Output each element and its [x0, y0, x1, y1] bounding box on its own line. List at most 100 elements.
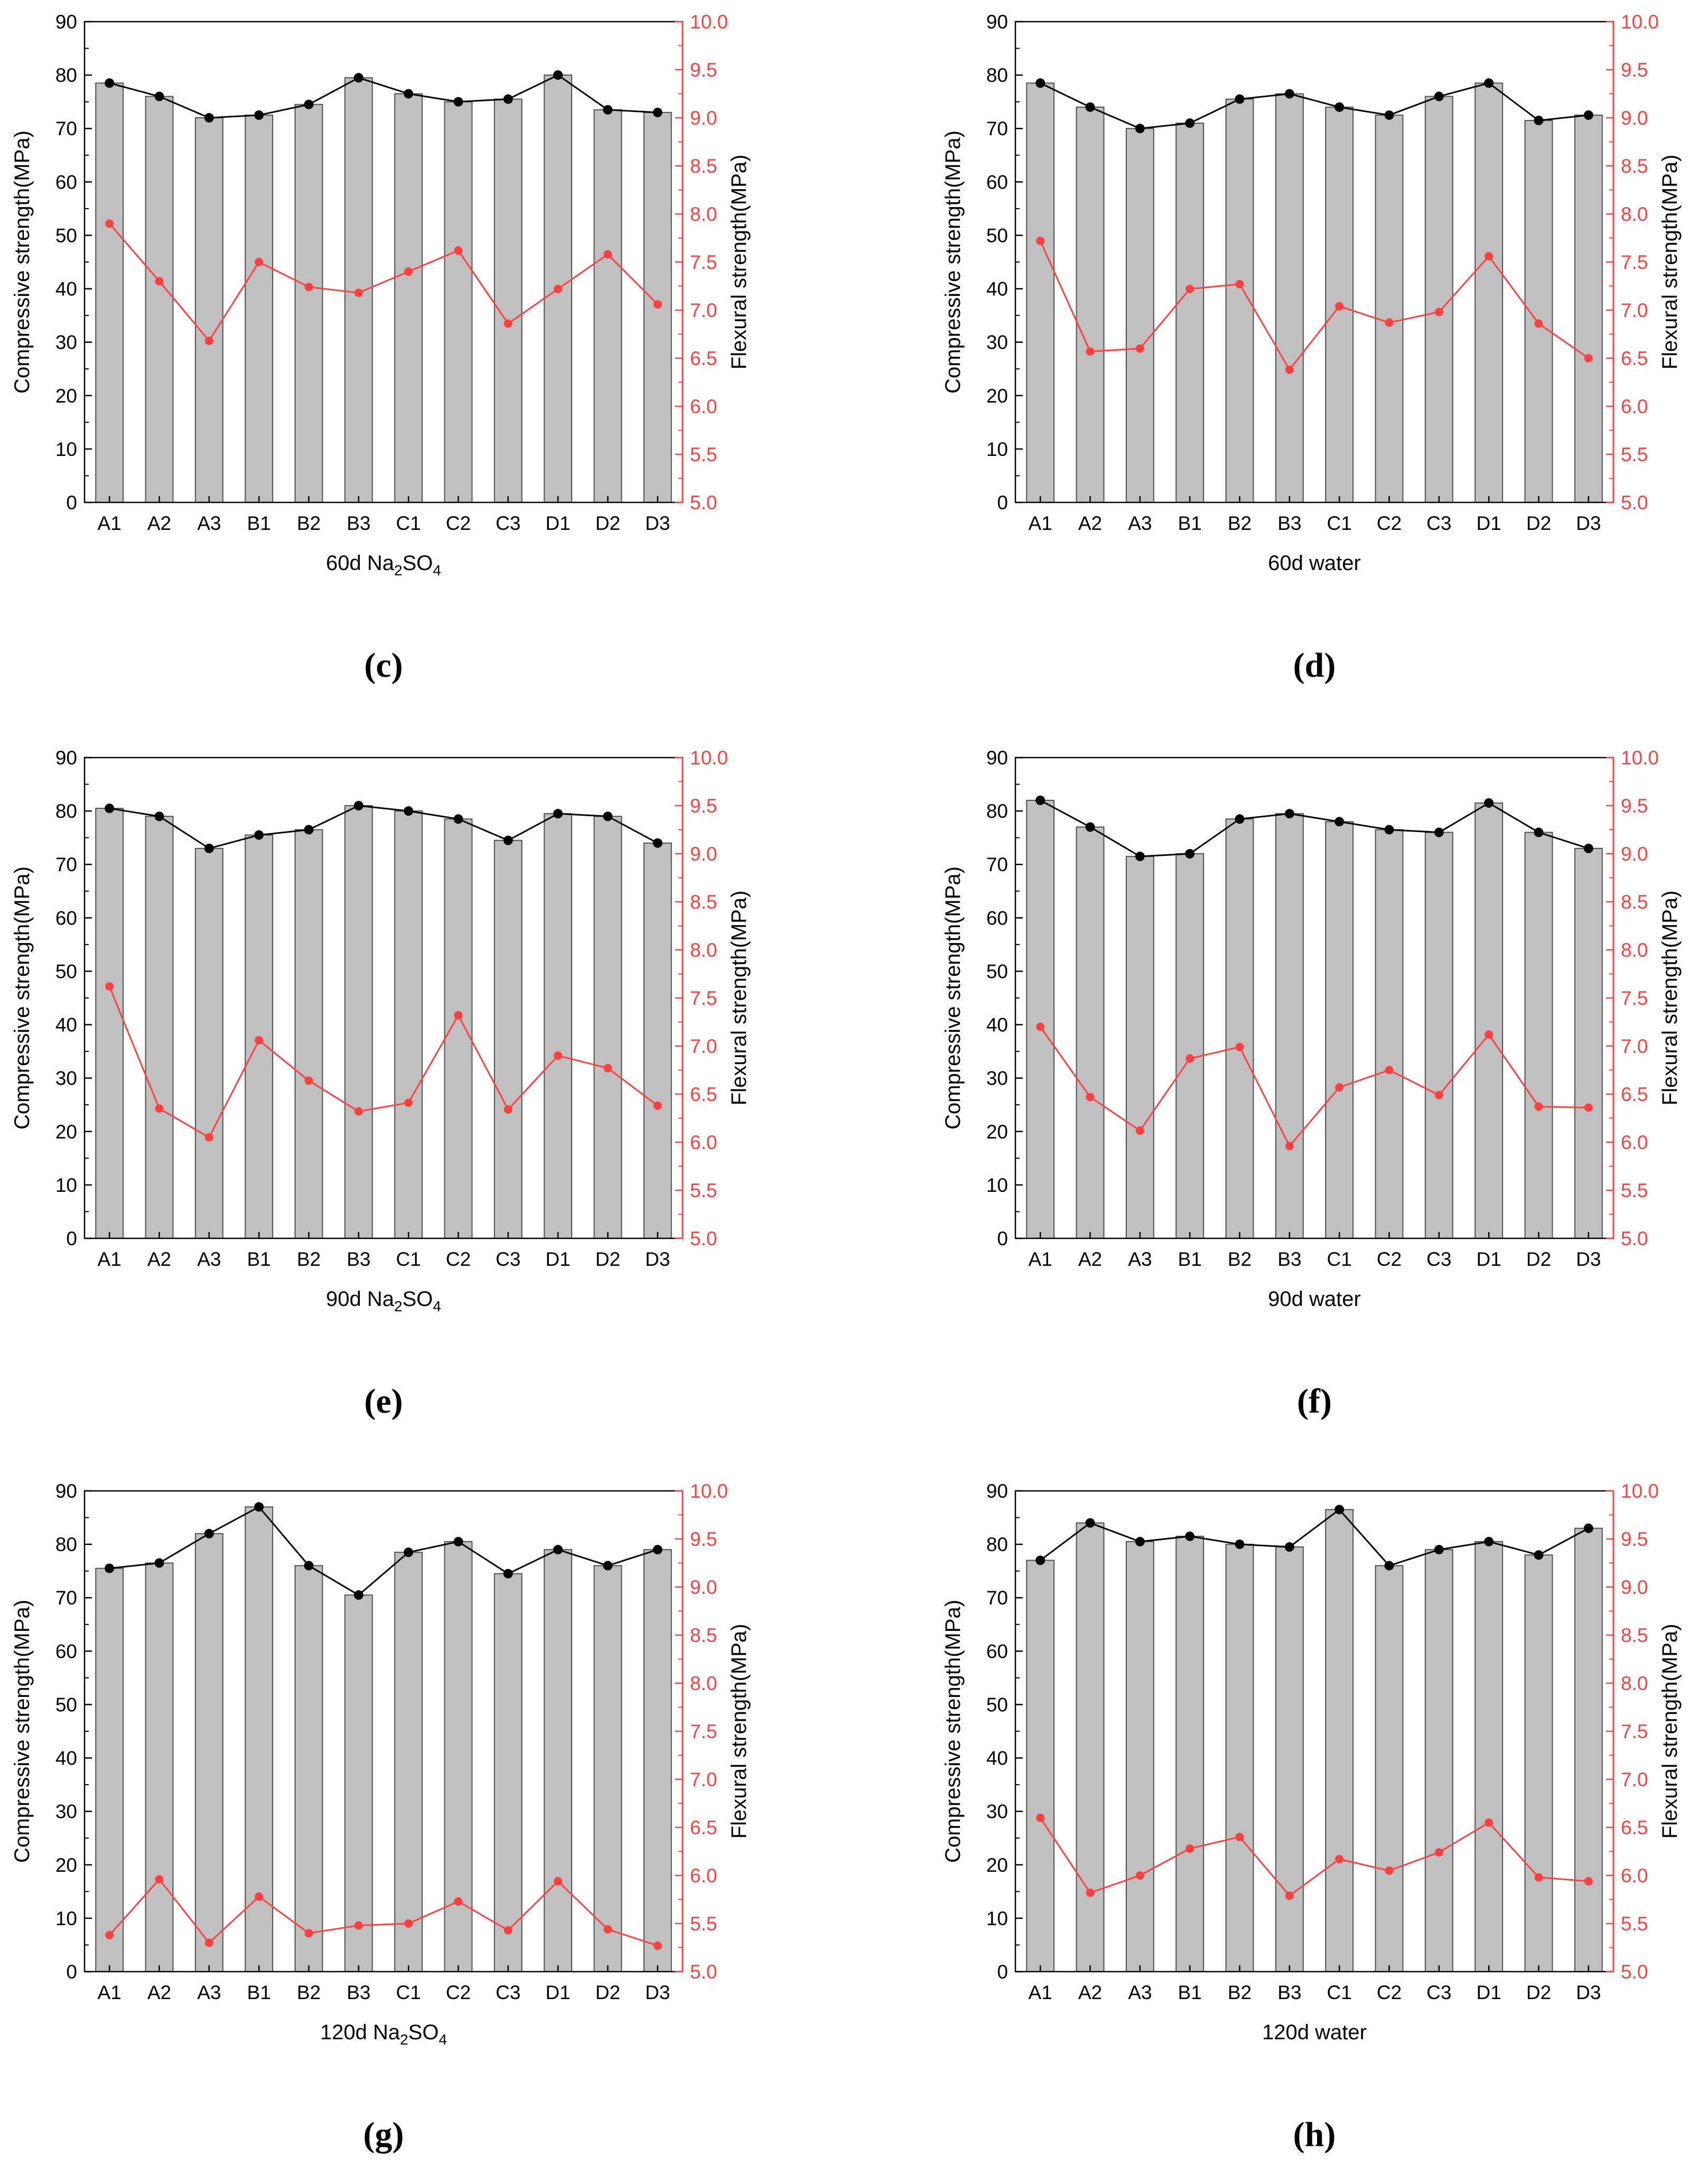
compressive-bar: [1524, 1554, 1553, 1972]
compressive-bar: [394, 810, 423, 1239]
compressive-point: [453, 97, 463, 107]
right-tick-label: 9.5: [1621, 795, 1648, 817]
left-tick-label: 60: [986, 171, 1008, 193]
flexural-point: [554, 1051, 563, 1060]
x-axis-label-mid: SO: [408, 2021, 439, 2044]
flexural-point: [1285, 365, 1294, 374]
x-tick-label: D2: [595, 512, 620, 534]
left-tick-label: 60: [986, 1640, 1008, 1662]
left-tick-label: 70: [55, 1587, 77, 1609]
right-tick-label: 9.0: [1621, 1576, 1648, 1598]
compressive-bar: [593, 109, 622, 503]
right-tick-label: 6.5: [690, 348, 717, 369]
compressive-bar: [1275, 93, 1304, 503]
left-tick-label: 40: [986, 278, 1008, 300]
right-axis-label: Flexural strength(MPa): [1658, 155, 1682, 370]
right-tick-label: 5.0: [1621, 1228, 1648, 1249]
left-tick-label: 30: [986, 1068, 1008, 1089]
flexural-point: [1086, 1888, 1095, 1897]
left-tick-label: 60: [986, 907, 1008, 929]
chart-panel-g: 0 10 20 30 40 50 60 70 80 90 5.0 5.5 6.0 6.5 7.0 7.5 8.0…: [11, 1480, 751, 2154]
compressive-point: [1583, 110, 1593, 120]
x-tick-label: D1: [1477, 1982, 1501, 2003]
left-tick-label: 70: [55, 118, 77, 139]
left-tick-label: 30: [55, 332, 77, 353]
compressive-point: [1085, 102, 1095, 112]
x-tick-label: C1: [396, 1982, 421, 2003]
left-tick-label: 0: [997, 1228, 1008, 1249]
right-tick-label: 9.5: [1621, 1528, 1648, 1550]
compressive-point: [1434, 91, 1444, 101]
compressive-point: [1135, 124, 1145, 134]
x-tick-label: B3: [1277, 1982, 1301, 2003]
right-axis-label: Flexural strength(MPa): [727, 891, 751, 1106]
flexural-point: [1534, 1873, 1543, 1882]
left-tick-label: 20: [55, 385, 77, 407]
flexural-point: [1285, 1891, 1294, 1900]
compressive-bar: [544, 813, 573, 1239]
right-tick-label: 7.5: [1621, 1721, 1648, 1742]
compressive-bar: [493, 839, 522, 1239]
x-axis-label: 120d water: [1262, 2021, 1367, 2044]
right-axis-label: Flexural strength(MPa): [727, 1624, 751, 1839]
left-tick-label: 0: [997, 492, 1008, 514]
flexural-point: [1385, 1066, 1394, 1075]
left-tick-label: 40: [55, 1748, 77, 1769]
flexural-point: [603, 1925, 612, 1934]
left-axis-label: Compressive strength(MPa): [941, 866, 965, 1130]
compressive-point: [1284, 89, 1294, 99]
x-tick-label: B2: [297, 512, 321, 534]
left-tick-label: 50: [986, 960, 1008, 982]
left-tick-label: 90: [55, 747, 77, 769]
right-tick-label: 5.0: [1621, 492, 1648, 514]
compressive-bar: [1574, 114, 1603, 503]
compressive-point: [1235, 94, 1245, 104]
compressive-point: [204, 1528, 214, 1538]
compressive-point: [553, 809, 563, 819]
left-tick-label: 90: [986, 11, 1008, 33]
x-axis-label-main: 120d water: [1262, 2021, 1367, 2044]
compressive-bar: [544, 1549, 573, 1972]
compressive-point: [603, 1561, 613, 1571]
flexural-point: [155, 277, 164, 286]
flexural-point: [1584, 1103, 1593, 1112]
flexural-series-line: [1039, 1817, 1589, 1897]
x-axis-label-main: 90d water: [1268, 1287, 1361, 1311]
flexural-point: [155, 1875, 164, 1884]
panel-label: (h): [1293, 2115, 1336, 2154]
x-tick-label: A1: [1029, 1982, 1052, 2003]
flexural-point: [503, 1105, 512, 1114]
right-tick-label: 9.0: [690, 107, 717, 129]
left-tick-label: 70: [986, 854, 1008, 875]
compressive-bar: [194, 1533, 223, 1972]
flexural-point: [255, 1892, 264, 1901]
compressive-bar: [294, 1565, 323, 1973]
flexural-point: [1534, 319, 1543, 328]
x-tick-label: D2: [1526, 1248, 1551, 1270]
compressive-point: [603, 811, 613, 822]
right-tick-label: 9.5: [1621, 59, 1648, 81]
right-tick-label: 7.0: [1621, 1035, 1648, 1057]
flexural-point: [653, 1941, 662, 1950]
x-tick-label: B2: [297, 1982, 321, 2003]
x-tick-label: A1: [98, 1248, 122, 1270]
left-tick-label: 80: [986, 1534, 1008, 1555]
x-tick-label: A2: [147, 1982, 171, 2003]
compressive-point: [1035, 78, 1046, 88]
x-tick-label: D3: [1576, 1248, 1601, 1270]
compressive-point: [353, 801, 363, 810]
flexural-series-line: [1039, 240, 1589, 371]
x-tick-label: C1: [1327, 1248, 1352, 1270]
x-tick-label: B2: [1228, 512, 1252, 534]
x-axis-label-mid: SO: [403, 1287, 433, 1311]
x-tick-label: A3: [197, 1248, 221, 1270]
flexural-point: [404, 1098, 413, 1107]
flexural-point: [1485, 252, 1494, 261]
compressive-point: [1235, 1539, 1245, 1550]
right-tick-label: 8.5: [690, 891, 717, 913]
plot-frame: [83, 757, 684, 1239]
compressive-point: [1534, 116, 1544, 126]
compressive-series-line: [1040, 1508, 1589, 1567]
compressive-bar: [245, 114, 274, 503]
compressive-series-line: [1040, 82, 1589, 129]
